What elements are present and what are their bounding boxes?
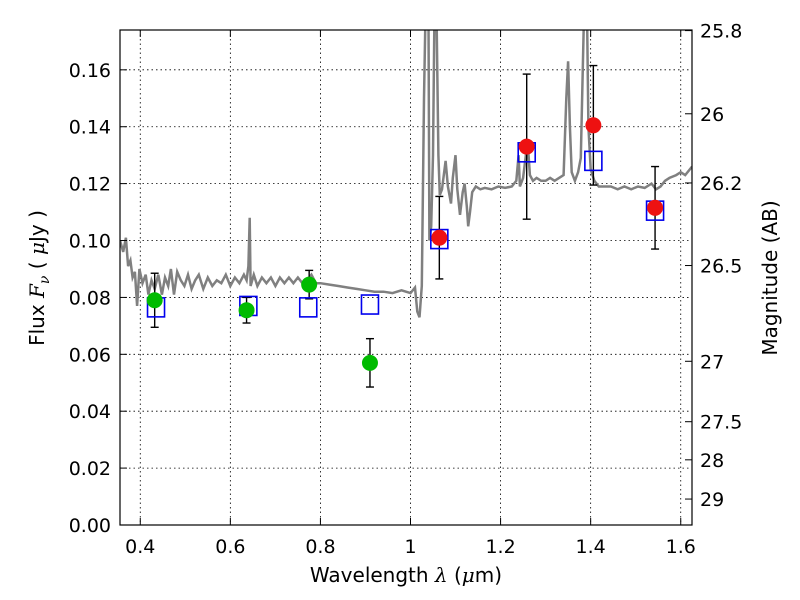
y2-tick-label: 25.8 xyxy=(700,21,742,43)
x-tick-label: 0.4 xyxy=(125,536,155,558)
y2-tick-label: 29 xyxy=(700,489,724,511)
x-tick-label: 1.6 xyxy=(666,536,696,558)
y-tick-label: 0.12 xyxy=(69,174,111,196)
data-markers xyxy=(146,117,665,371)
observed_nir-point xyxy=(585,117,602,134)
observed_optical-point xyxy=(361,354,378,371)
observed_nir-point xyxy=(647,199,664,216)
y2-tick-label: 26 xyxy=(700,104,724,126)
y2-tick-label: 26.5 xyxy=(700,256,742,278)
plot-frame xyxy=(119,29,693,526)
y-axis-title: Flux Fν ( μJy ) xyxy=(25,210,53,346)
y-tick-label: 0.10 xyxy=(69,231,111,253)
x-tick-label: 0.6 xyxy=(215,536,245,558)
y-axis-ticks: 0.00 0.02 0.04 0.06 0.08 0.10 0.12 0.14 0.16 xyxy=(69,60,127,537)
x-tick-label: 1.2 xyxy=(485,536,515,558)
y-tick-label: 0.06 xyxy=(69,344,111,366)
y-tick-label: 0.14 xyxy=(69,117,111,139)
y-tick-label: 0.16 xyxy=(69,60,111,82)
y2-axis-title: Magnitude (AB) xyxy=(758,200,782,355)
observed_optical-point xyxy=(301,276,318,293)
model-square-marker xyxy=(298,297,318,318)
y-tick-label: 0.02 xyxy=(69,458,111,480)
y2-tick-label: 27 xyxy=(700,351,724,373)
grid-lines xyxy=(120,30,692,525)
x-tick-label: 1.4 xyxy=(576,536,606,558)
y2-tick-label: 26.2 xyxy=(700,173,742,195)
x-axis-title: Wavelength λ (μm) xyxy=(310,563,502,587)
observed_nir-point xyxy=(518,138,535,155)
y2-axis-ticks: 25.8 26 26.2 26.5 27 27.5 28 29 xyxy=(685,21,742,511)
y-tick-label: 0.00 xyxy=(69,515,111,537)
y2-tick-label: 27.5 xyxy=(700,412,742,434)
model-square-marker xyxy=(360,294,380,315)
y-tick-label: 0.08 xyxy=(69,287,111,309)
observed_optical-point xyxy=(146,292,163,309)
observed_nir-point xyxy=(431,229,448,246)
x-tick-label: 0.8 xyxy=(305,536,335,558)
x-tick-label: 1 xyxy=(404,536,416,558)
model-square-marker xyxy=(430,228,449,250)
y-tick-label: 0.04 xyxy=(69,401,111,423)
model-square-marker xyxy=(584,150,603,172)
model-spectrum-line xyxy=(120,30,692,318)
observed_optical-point xyxy=(238,302,255,319)
x-axis-ticks: 0.4 0.6 0.8 1 1.2 1.4 1.6 xyxy=(125,30,696,558)
y2-tick-label: 28 xyxy=(700,450,724,472)
